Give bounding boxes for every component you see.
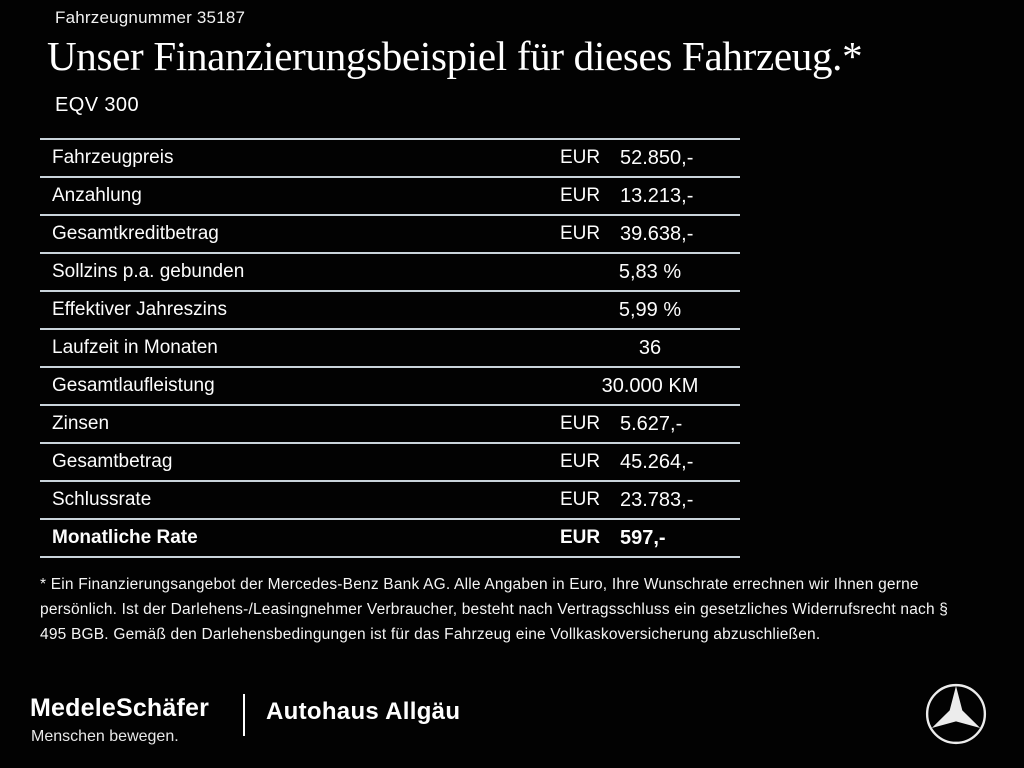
table-row: Zinsen EUR 5.627,-: [40, 404, 740, 442]
vehicle-model: EQV 300: [55, 94, 139, 116]
row-value: 5.627,-: [620, 412, 683, 435]
row-value: 23.783,-: [620, 488, 694, 511]
row-label: Zinsen: [52, 413, 110, 434]
row-value: 5,83 %: [618, 260, 682, 283]
row-value: 597,-: [620, 526, 666, 549]
table-row: Anzahlung EUR 13.213,-: [40, 176, 740, 214]
row-label: Gesamtkreditbetrag: [52, 223, 219, 244]
row-value: 30.000 KM: [601, 374, 699, 397]
row-label: Anzahlung: [52, 185, 142, 206]
dealer-logo-medele-schaefer: MedeleSchäfer: [30, 694, 210, 722]
row-label: Fahrzeugpreis: [52, 147, 174, 168]
table-row: Gesamtkreditbetrag EUR 39.638,-: [40, 214, 740, 252]
table-row: Gesamtlaufleistung 30.000 KM: [40, 366, 740, 404]
row-currency: EUR: [560, 451, 601, 472]
row-value: 45.264,-: [620, 450, 694, 473]
page-title: Unser Finanzierungsbeispiel für dieses F…: [47, 33, 863, 79]
footer-divider: [243, 694, 245, 736]
row-label: Effektiver Jahreszins: [52, 299, 227, 320]
row-label: Sollzins p.a. gebunden: [52, 261, 245, 282]
row-currency: EUR: [560, 527, 601, 548]
row-currency: EUR: [560, 223, 601, 244]
table-row: Sollzins p.a. gebunden 5,83 %: [40, 252, 740, 290]
row-value: 5,99 %: [618, 298, 682, 321]
row-label: Schlussrate: [52, 489, 152, 510]
mercedes-star-icon: [923, 681, 989, 747]
row-value: 13.213,-: [620, 184, 694, 207]
row-label: Gesamtlaufleistung: [52, 375, 215, 396]
row-value: 36: [638, 336, 662, 359]
row-value: 52.850,-: [620, 146, 694, 169]
table-row: Fahrzeugpreis EUR 52.850,-: [40, 138, 740, 176]
row-value: 39.638,-: [620, 222, 694, 245]
finance-table: Fahrzeugpreis EUR 52.850,- Anzahlung EUR…: [40, 138, 740, 558]
row-currency: EUR: [560, 489, 601, 510]
legal-footnote: * Ein Finanzierungsangebot der Mercedes-…: [40, 576, 949, 643]
row-currency: EUR: [560, 413, 601, 434]
table-row: Schlussrate EUR 23.783,-: [40, 480, 740, 518]
table-row-monthly-rate: Monatliche Rate EUR 597,-: [40, 518, 740, 558]
table-row: Laufzeit in Monaten 36: [40, 328, 740, 366]
dealer-logo-autohaus-allgaeu: Autohaus Allgäu: [266, 698, 461, 725]
row-label: Laufzeit in Monaten: [52, 337, 218, 358]
dealer-footer: MedeleSchäfer Menschen bewegen. Autohaus…: [0, 680, 1024, 768]
row-label: Monatliche Rate: [52, 527, 198, 548]
row-currency: EUR: [560, 185, 601, 206]
row-currency: EUR: [560, 147, 601, 168]
row-label: Gesamtbetrag: [52, 451, 173, 472]
table-row: Gesamtbetrag EUR 45.264,-: [40, 442, 740, 480]
dealer-tagline: Menschen bewegen.: [31, 728, 179, 745]
table-row: Effektiver Jahreszins 5,99 %: [40, 290, 740, 328]
vehicle-number: Fahrzeugnummer 35187: [55, 8, 246, 27]
